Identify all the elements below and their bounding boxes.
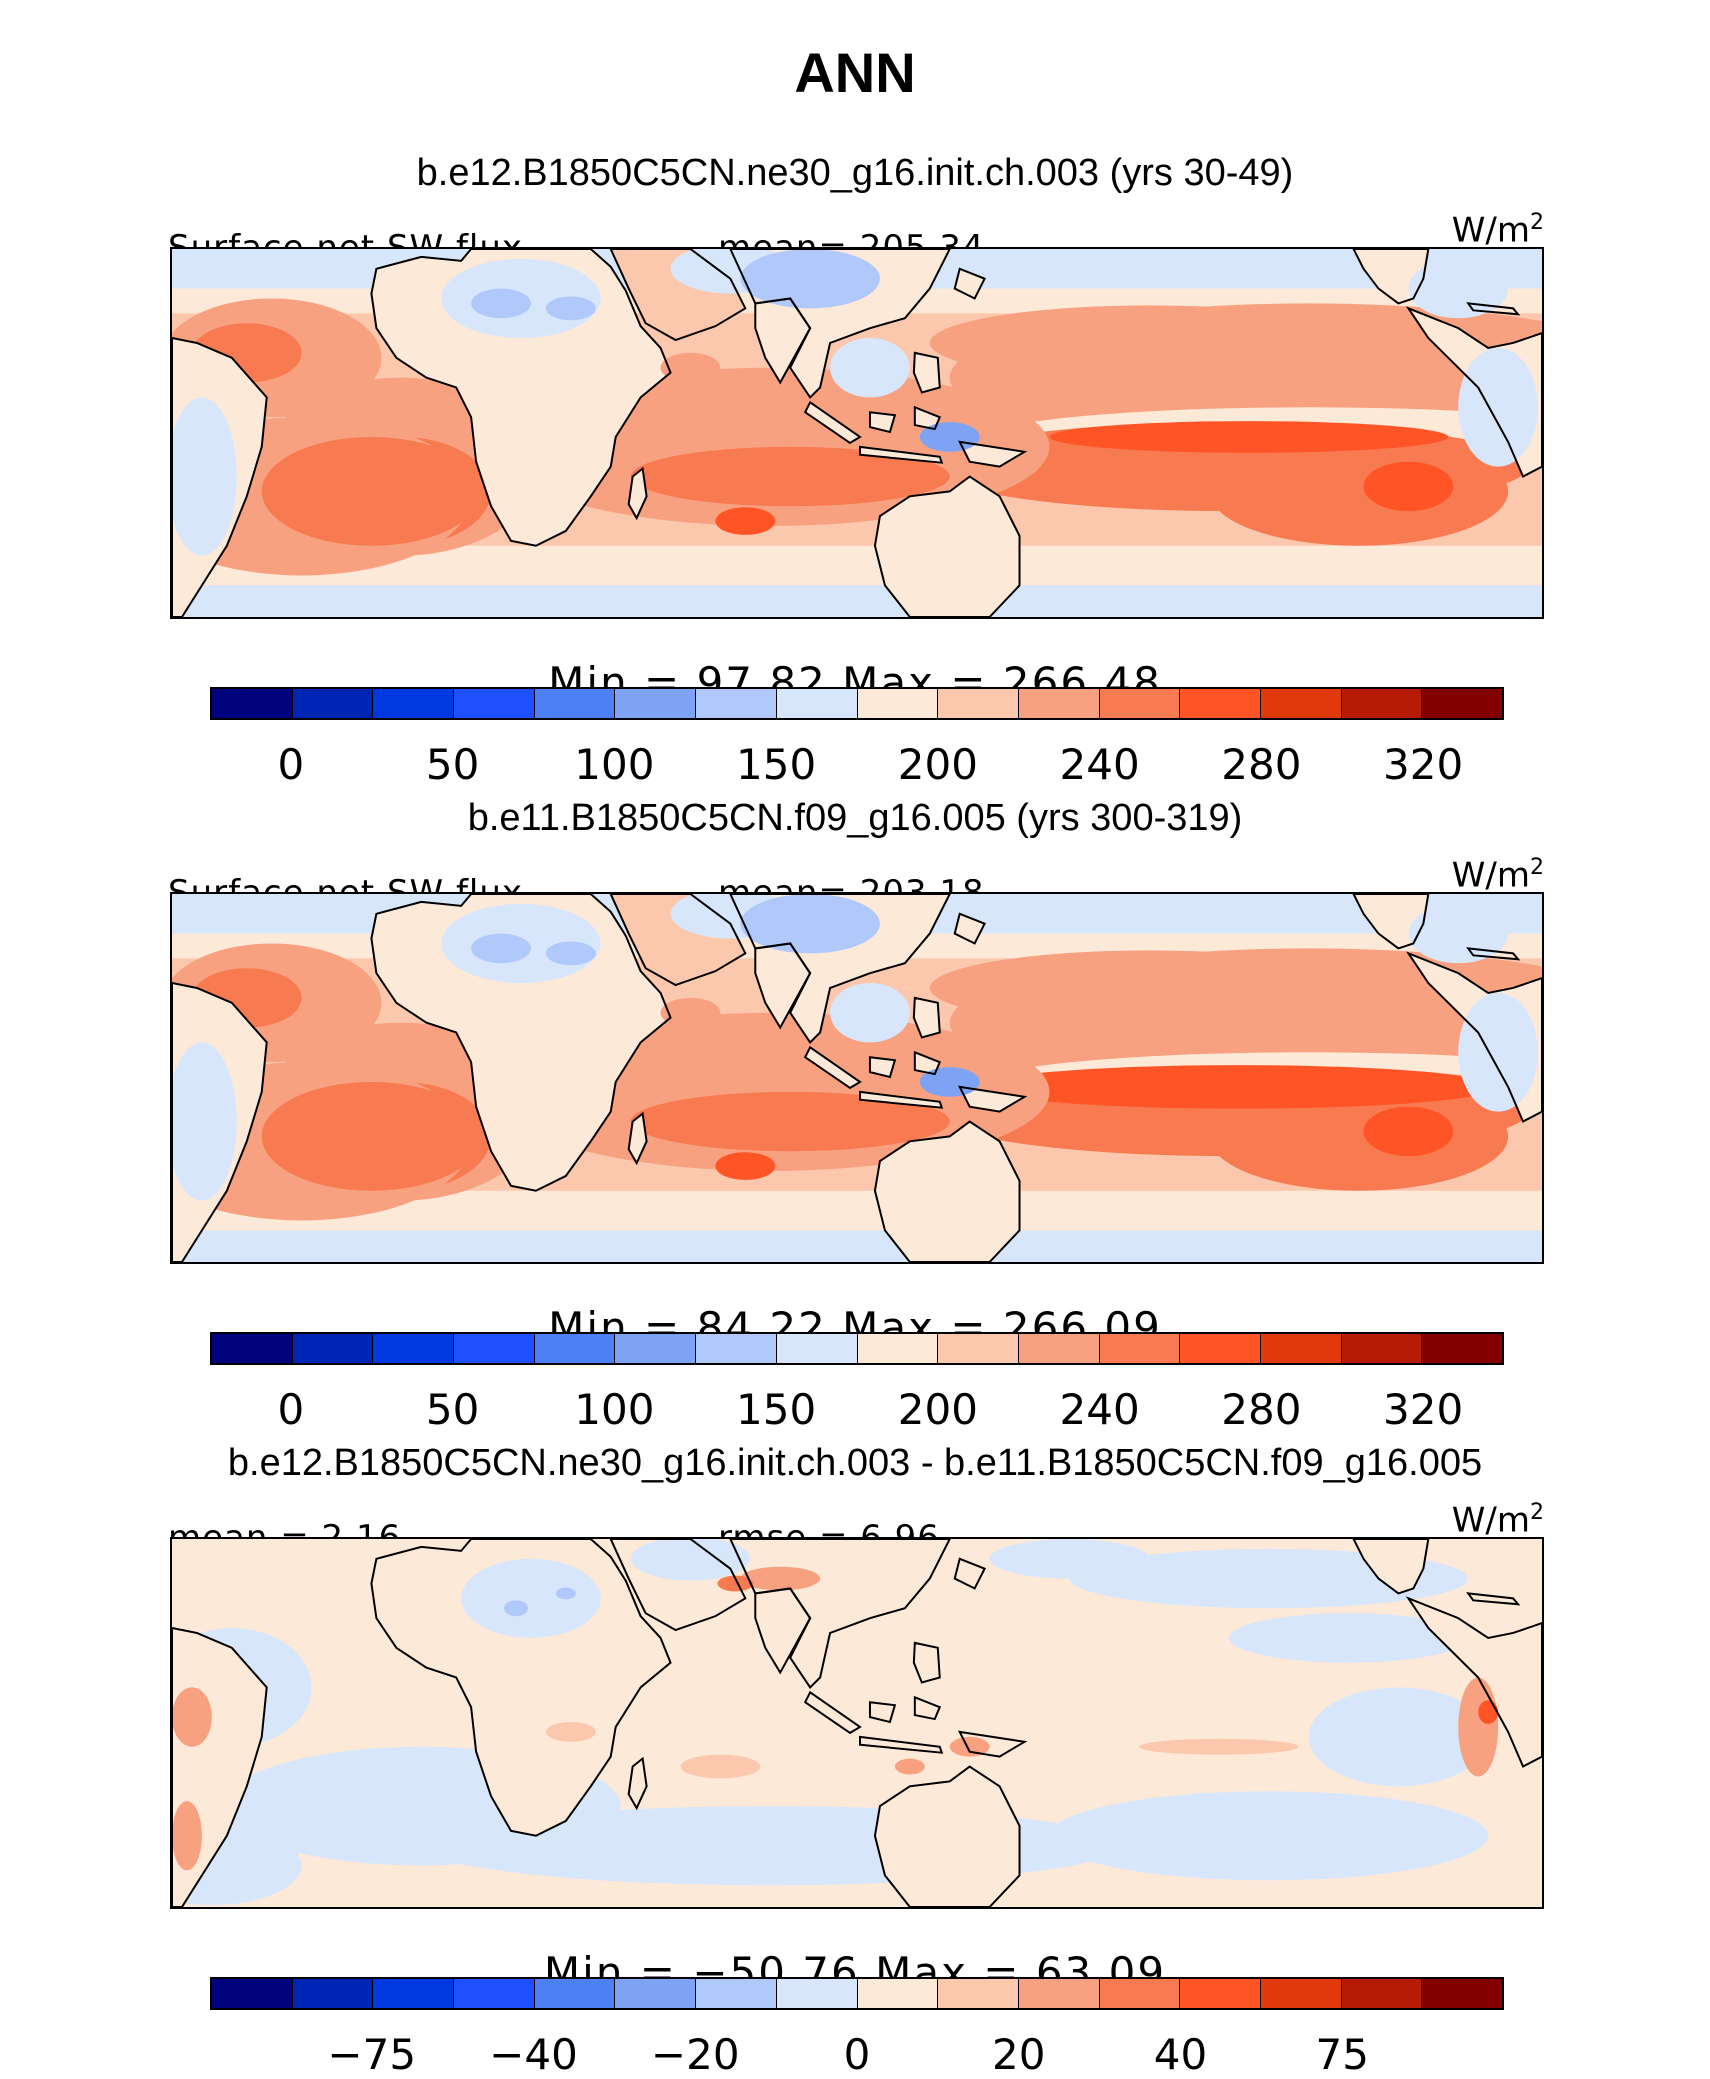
panel-2-units: W/m2 xyxy=(1452,855,1544,895)
colorbar-swatch xyxy=(292,1334,374,1363)
units-exponent: 2 xyxy=(1530,1500,1544,1525)
colorbar-tick-label: 0 xyxy=(277,1385,305,1434)
panel-3-map xyxy=(170,1537,1544,1909)
colorbar-swatch xyxy=(454,1979,535,2008)
colorbar-swatch xyxy=(776,689,858,718)
colorbar-tick-label: 50 xyxy=(425,740,480,789)
colorbar-tick-label: 200 xyxy=(897,1385,978,1434)
colorbar-tick-label: 280 xyxy=(1221,740,1302,789)
colorbar-swatch xyxy=(212,1334,293,1363)
colorbar-tick-label: 0 xyxy=(277,740,305,789)
colorbar-swatch xyxy=(938,1334,1019,1363)
units-exponent: 2 xyxy=(1530,210,1544,235)
colorbar-swatch xyxy=(1099,1979,1181,2008)
colorbar-swatch xyxy=(776,1979,858,2008)
colorbar-swatch xyxy=(1341,689,1423,718)
panel-3-title: b.e12.B1850C5CN.ne30_g16.init.ch.003 - b… xyxy=(227,1442,1483,1484)
colorbar-swatch xyxy=(615,1979,697,2008)
colorbar-swatch xyxy=(1422,1334,1502,1363)
colorbar-swatch xyxy=(534,689,616,718)
colorbar-swatch xyxy=(373,1979,455,2008)
panel-1-contour-field xyxy=(172,249,1542,617)
colorbar-swatch xyxy=(373,1334,455,1363)
colorbar-swatch xyxy=(1180,689,1261,718)
colorbar-swatch xyxy=(212,689,293,718)
panel-3-colorbar xyxy=(210,1977,1504,2010)
colorbar-swatch xyxy=(373,689,455,718)
colorbar-tick-label: 150 xyxy=(736,1385,817,1434)
colorbar-swatch xyxy=(292,689,374,718)
colorbar-swatch xyxy=(857,689,939,718)
colorbar-swatch xyxy=(534,1979,616,2008)
colorbar-tick-label: 240 xyxy=(1059,740,1140,789)
colorbar-swatch xyxy=(615,1334,697,1363)
panel-1-title: b.e12.B1850C5CN.ne30_g16.init.ch.003 (yr… xyxy=(416,152,1294,194)
colorbar-tick-label: 50 xyxy=(425,1385,480,1434)
colorbar-swatch xyxy=(615,689,697,718)
units-base: W/m xyxy=(1451,855,1530,896)
colorbar-tick-label: 75 xyxy=(1315,2030,1369,2079)
colorbar-swatch xyxy=(1260,1979,1342,2008)
main-title: ANN xyxy=(794,41,916,104)
colorbar-swatch xyxy=(1341,1334,1423,1363)
colorbar-swatch xyxy=(1099,689,1181,718)
colorbar-swatch xyxy=(696,689,777,718)
colorbar-swatch xyxy=(1018,689,1100,718)
colorbar-swatch xyxy=(857,1334,939,1363)
colorbar-tick-label: −75 xyxy=(327,2030,417,2079)
panel-1-map xyxy=(170,247,1544,619)
colorbar-tick-label: −40 xyxy=(489,2030,578,2079)
colorbar-tick-label: −20 xyxy=(650,2030,740,2079)
colorbar-swatch xyxy=(1260,1334,1342,1363)
colorbar-swatch xyxy=(1180,1334,1261,1363)
panel-2-title: b.e11.B1850C5CN.f09_g16.005 (yrs 300-319… xyxy=(467,797,1243,839)
colorbar-swatch xyxy=(938,1979,1019,2008)
colorbar-swatch xyxy=(776,1334,858,1363)
colorbar-swatch xyxy=(938,689,1019,718)
colorbar-swatch xyxy=(1260,689,1342,718)
panel-3-contour-field xyxy=(172,1539,1542,1907)
colorbar-swatch xyxy=(1422,689,1502,718)
colorbar-tick-label: 100 xyxy=(574,740,655,789)
colorbar-tick-label: 150 xyxy=(736,740,817,789)
colorbar-swatch xyxy=(1018,1979,1100,2008)
colorbar-tick-label: 320 xyxy=(1383,1385,1464,1434)
colorbar-swatch xyxy=(1180,1979,1261,2008)
colorbar-swatch xyxy=(534,1334,616,1363)
colorbar-tick-label: 0 xyxy=(843,2030,871,2079)
panel-1-units: W/m2 xyxy=(1452,210,1544,250)
colorbar-tick-label: 240 xyxy=(1059,1385,1140,1434)
colorbar-swatch xyxy=(212,1979,293,2008)
colorbar-swatch xyxy=(1422,1979,1502,2008)
panel-3-units: W/m2 xyxy=(1452,1500,1544,1540)
panel-1-colorbar xyxy=(210,687,1504,720)
colorbar-swatch xyxy=(292,1979,374,2008)
units-exponent: 2 xyxy=(1530,855,1544,880)
colorbar-tick-label: 20 xyxy=(992,2030,1046,2079)
units-base: W/m xyxy=(1451,210,1530,251)
colorbar-swatch xyxy=(454,1334,535,1363)
colorbar-tick-label: 280 xyxy=(1221,1385,1302,1434)
colorbar-swatch xyxy=(857,1979,939,2008)
colorbar-tick-label: 40 xyxy=(1153,2030,1208,2079)
colorbar-swatch xyxy=(1099,1334,1181,1363)
panel-2-contour-field xyxy=(172,894,1542,1262)
colorbar-tick-label: 200 xyxy=(897,740,978,789)
units-base: W/m xyxy=(1451,1500,1530,1541)
colorbar-tick-label: 100 xyxy=(574,1385,655,1434)
colorbar-swatch xyxy=(696,1334,777,1363)
panel-2-colorbar xyxy=(210,1332,1504,1365)
colorbar-swatch xyxy=(1018,1334,1100,1363)
colorbar-swatch xyxy=(1341,1979,1423,2008)
panel-2-map xyxy=(170,892,1544,1264)
colorbar-swatch xyxy=(696,1979,777,2008)
colorbar-swatch xyxy=(454,689,535,718)
colorbar-tick-label: 320 xyxy=(1383,740,1464,789)
